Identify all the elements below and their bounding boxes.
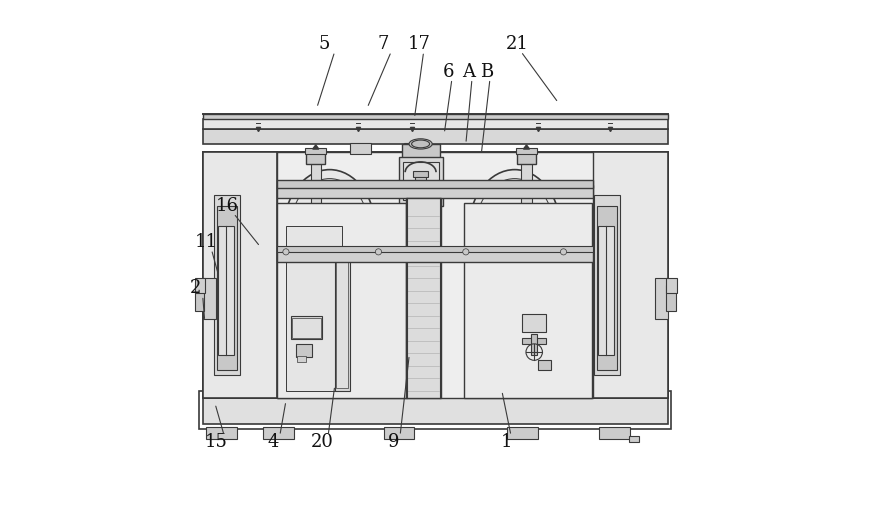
Bar — [415, 175, 425, 195]
Bar — [298, 243, 329, 252]
Text: 17: 17 — [408, 34, 430, 53]
Bar — [598, 226, 614, 355]
Circle shape — [375, 249, 381, 255]
Bar — [218, 226, 233, 355]
Bar — [335, 257, 350, 391]
Bar — [405, 198, 440, 398]
Bar — [408, 154, 432, 350]
Bar — [501, 243, 532, 252]
Bar — [521, 314, 545, 332]
Bar — [507, 251, 527, 262]
Bar — [350, 143, 370, 154]
Bar — [666, 285, 674, 311]
Bar — [401, 144, 440, 159]
Bar — [666, 278, 676, 293]
Bar — [521, 338, 545, 344]
Bar — [277, 185, 592, 198]
Circle shape — [560, 249, 566, 255]
Text: 9: 9 — [388, 433, 399, 451]
Bar — [507, 427, 537, 439]
Bar — [297, 356, 306, 362]
Bar — [404, 143, 419, 155]
Bar — [286, 226, 342, 391]
Bar — [628, 436, 639, 442]
Bar — [407, 149, 434, 355]
Bar — [198, 391, 671, 429]
Polygon shape — [523, 145, 529, 149]
Text: 11: 11 — [195, 232, 217, 251]
Bar — [383, 427, 414, 439]
Bar — [464, 203, 591, 398]
Bar — [277, 152, 592, 398]
Bar — [591, 152, 667, 398]
Bar — [537, 360, 550, 370]
Bar — [291, 316, 322, 339]
Bar — [216, 206, 237, 370]
Circle shape — [462, 249, 468, 255]
Text: 2: 2 — [190, 279, 202, 297]
Bar — [295, 344, 311, 357]
Text: 21: 21 — [505, 34, 528, 53]
Bar — [214, 195, 239, 375]
Bar — [262, 427, 294, 439]
Bar — [277, 246, 592, 252]
Bar — [596, 206, 617, 370]
Text: B: B — [479, 63, 493, 81]
Bar — [202, 396, 667, 424]
Bar — [202, 114, 667, 119]
Bar — [402, 162, 439, 200]
Bar — [277, 203, 405, 398]
Bar — [599, 427, 630, 439]
Bar — [202, 152, 667, 398]
Text: 1: 1 — [501, 433, 512, 451]
Text: 6: 6 — [442, 63, 454, 81]
Text: 15: 15 — [205, 433, 228, 451]
Text: 4: 4 — [267, 433, 278, 451]
Bar — [306, 152, 325, 164]
Bar — [521, 159, 531, 226]
Circle shape — [282, 249, 289, 255]
Polygon shape — [312, 145, 318, 149]
Ellipse shape — [408, 139, 432, 149]
Bar — [399, 157, 442, 206]
Bar — [292, 318, 321, 338]
Bar — [336, 260, 348, 388]
Ellipse shape — [468, 170, 561, 293]
Bar — [202, 128, 667, 144]
Bar — [594, 195, 620, 375]
Bar — [530, 334, 536, 355]
Bar — [277, 180, 592, 188]
Bar — [195, 278, 205, 293]
Bar — [195, 285, 204, 311]
Bar — [202, 152, 277, 398]
Bar — [310, 159, 321, 226]
Bar — [202, 278, 216, 319]
Ellipse shape — [283, 170, 375, 293]
Bar — [654, 278, 667, 319]
Text: 7: 7 — [377, 34, 388, 53]
Bar — [277, 248, 592, 262]
Text: A: A — [461, 63, 474, 81]
Bar — [305, 148, 326, 154]
Bar — [515, 148, 536, 154]
Bar — [303, 251, 324, 262]
Bar — [206, 427, 237, 439]
Text: 5: 5 — [318, 34, 330, 53]
Bar — [202, 119, 667, 128]
Text: 16: 16 — [216, 196, 238, 215]
Bar — [517, 152, 535, 164]
Text: 20: 20 — [310, 433, 333, 451]
Bar — [413, 171, 428, 177]
